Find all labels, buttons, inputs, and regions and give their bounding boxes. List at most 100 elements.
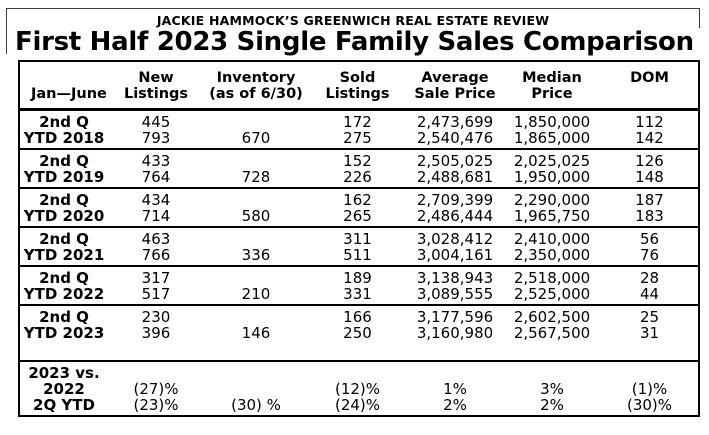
- cell-dom: [601, 361, 699, 381]
- row-group-2019: 2nd Q 433 152 2,505,025 2,025,025 126 YTD 2019…: [19, 149, 699, 188]
- cell-inventory: (30) %: [231, 396, 281, 414]
- cell-new_listings: 230: [141, 308, 171, 326]
- report-page: JACKIE HAMMOCK’S GREENWICH REAL ESTATE R…: [0, 8, 709, 435]
- cell-sold_listings: 162: [343, 191, 372, 209]
- cell-new_listings: 766: [141, 246, 171, 264]
- table-header: Jan—June New Listings Inventory (as of 6/30)…: [19, 61, 699, 110]
- column-header-line1: Average: [421, 70, 489, 86]
- cell-median_price: 2,567,500: [513, 324, 591, 342]
- cell-inventory: [204, 305, 308, 325]
- column-header-line2: Listings: [123, 86, 189, 102]
- column-header-sold_listings: Sold Listings: [308, 61, 407, 110]
- cell-sold_listings: (12)%: [334, 380, 381, 398]
- cell-label: YTD 2019: [23, 168, 105, 186]
- cell-label: YTD 2022: [23, 285, 105, 303]
- cell-inventory: [204, 227, 308, 247]
- cell-inventory: [204, 188, 308, 208]
- cell-sold_listings: 166: [343, 308, 372, 326]
- table-row: 2Q YTD (23)% (30) % (24)% 2% 2% (30)%: [19, 397, 699, 416]
- cell-dom: 112: [635, 113, 664, 131]
- cell-label: 2nd Q: [39, 230, 89, 248]
- cell-inventory: 336: [241, 246, 271, 264]
- cell-dom: 148: [635, 168, 664, 186]
- cell-new_listings: 793: [141, 129, 171, 147]
- column-header-line1: Inventory: [216, 70, 296, 86]
- cell-new_listings: 517: [141, 285, 171, 303]
- table-row: YTD 2021 766 336 511 3,004,161 2,350,000 76: [19, 247, 699, 266]
- column-header-line2: (as of 6/30): [209, 86, 303, 102]
- cell-sold_listings: 275: [343, 129, 372, 147]
- column-header-line2: Jan—June: [31, 86, 107, 102]
- cell-dom: 25: [639, 308, 660, 326]
- cell-inventory: 210: [241, 285, 271, 303]
- cell-median_price: 2,410,000: [513, 230, 591, 248]
- column-header-line2: Price: [531, 86, 573, 102]
- cell-new_listings: [108, 361, 204, 381]
- cell-sold_listings: 331: [343, 285, 372, 303]
- cell-median_price: 2,290,000: [513, 191, 591, 209]
- cell-new_listings: (23)%: [133, 396, 179, 414]
- row-group-comparison: 2023 vs. 2022 (27)% (12)% 1% 3% (1)% 2Q YTD (23)…: [19, 361, 699, 416]
- cell-sold_listings: 311: [343, 230, 372, 248]
- table-row: YTD 2022 517 210 331 3,089,555 2,525,000 44: [19, 286, 699, 305]
- row-group-2022: 2nd Q 317 189 3,138,943 2,518,000 28 YTD 2022 5…: [19, 266, 699, 305]
- cell-avg_sale_price: 2,709,399: [416, 191, 494, 209]
- cell-dom: 28: [639, 269, 660, 287]
- cell-new_listings: 317: [141, 269, 171, 287]
- cell-label: YTD 2020: [23, 207, 105, 225]
- cell-median_price: 1,965,750: [513, 207, 591, 225]
- cell-label: YTD 2021: [23, 246, 105, 264]
- cell-avg_sale_price: 3,160,980: [416, 324, 494, 342]
- cell-inventory: [204, 149, 308, 169]
- cell-new_listings: (27)%: [133, 380, 179, 398]
- cell-dom: 44: [639, 285, 660, 303]
- cell-avg_sale_price: [407, 361, 503, 381]
- cell-median_price: 2%: [540, 396, 564, 414]
- table-row: 2022 (27)% (12)% 1% 3% (1)%: [19, 381, 699, 397]
- cell-avg_sale_price: 3,138,943: [416, 269, 494, 287]
- cell-dom: 142: [635, 129, 664, 147]
- cell-inventory: [204, 381, 308, 397]
- cell-label: 2023 vs.: [28, 364, 100, 382]
- cell-inventory: [204, 361, 308, 381]
- cell-dom: 187: [635, 191, 664, 209]
- sales-comparison-table: Jan—June New Listings Inventory (as of 6/30)…: [18, 60, 700, 417]
- table-row: 2nd Q 434 162 2,709,399 2,290,000 187: [19, 188, 699, 208]
- cell-median_price: 1,950,000: [513, 168, 591, 186]
- cell-sold_listings: 511: [343, 246, 372, 264]
- column-header-line1: DOM: [630, 70, 669, 86]
- column-header-new_listings: New Listings: [108, 61, 204, 110]
- row-group-2023: 2nd Q 230 166 3,177,596 2,602,500 25 YTD 2023 3…: [19, 305, 699, 361]
- cell-avg_sale_price: 1%: [443, 380, 467, 398]
- cell-inventory: 728: [241, 168, 271, 186]
- column-header-line1: Sold: [339, 70, 376, 86]
- cell-avg_sale_price: 2,540,476: [416, 129, 494, 147]
- cell-avg_sale_price: 2,486,444: [416, 207, 494, 225]
- table-header-row: Jan—June New Listings Inventory (as of 6/30)…: [19, 61, 699, 110]
- cell-new_listings: 714: [141, 207, 171, 225]
- cell-label: 2022: [43, 380, 85, 398]
- table-row: YTD 2023 396 146 250 3,160,980 2,567,500 31: [19, 325, 699, 361]
- column-header-inventory: Inventory (as of 6/30): [204, 61, 308, 110]
- column-header-line2: Listings: [325, 86, 390, 102]
- cell-sold_listings: (24)%: [334, 396, 381, 414]
- row-group-2020: 2nd Q 434 162 2,709,399 2,290,000 187 YTD 2020…: [19, 188, 699, 227]
- cell-median_price: [503, 361, 601, 381]
- column-header-line1: New: [138, 70, 174, 86]
- cell-dom: 76: [639, 246, 660, 264]
- cell-median_price: 2,602,500: [513, 308, 591, 326]
- cell-sold_listings: 189: [343, 269, 372, 287]
- cell-label: 2nd Q: [39, 269, 89, 287]
- cell-dom: (1)%: [631, 380, 668, 398]
- cell-avg_sale_price: 3,004,161: [416, 246, 494, 264]
- cell-median_price: 2,525,000: [513, 285, 591, 303]
- table-row: 2nd Q 463 311 3,028,412 2,410,000 56: [19, 227, 699, 247]
- column-header-median_price: Median Price: [503, 61, 601, 110]
- cell-sold_listings: 172: [343, 113, 372, 131]
- cell-sold_listings: 250: [343, 324, 372, 342]
- cell-label: YTD 2018: [23, 129, 105, 147]
- column-header-dom: DOM: [601, 61, 699, 110]
- page-title: First Half 2023 Single Family Sales Comp…: [7, 28, 702, 57]
- column-header-line1: Median: [522, 70, 582, 86]
- cell-dom: 31: [639, 324, 660, 342]
